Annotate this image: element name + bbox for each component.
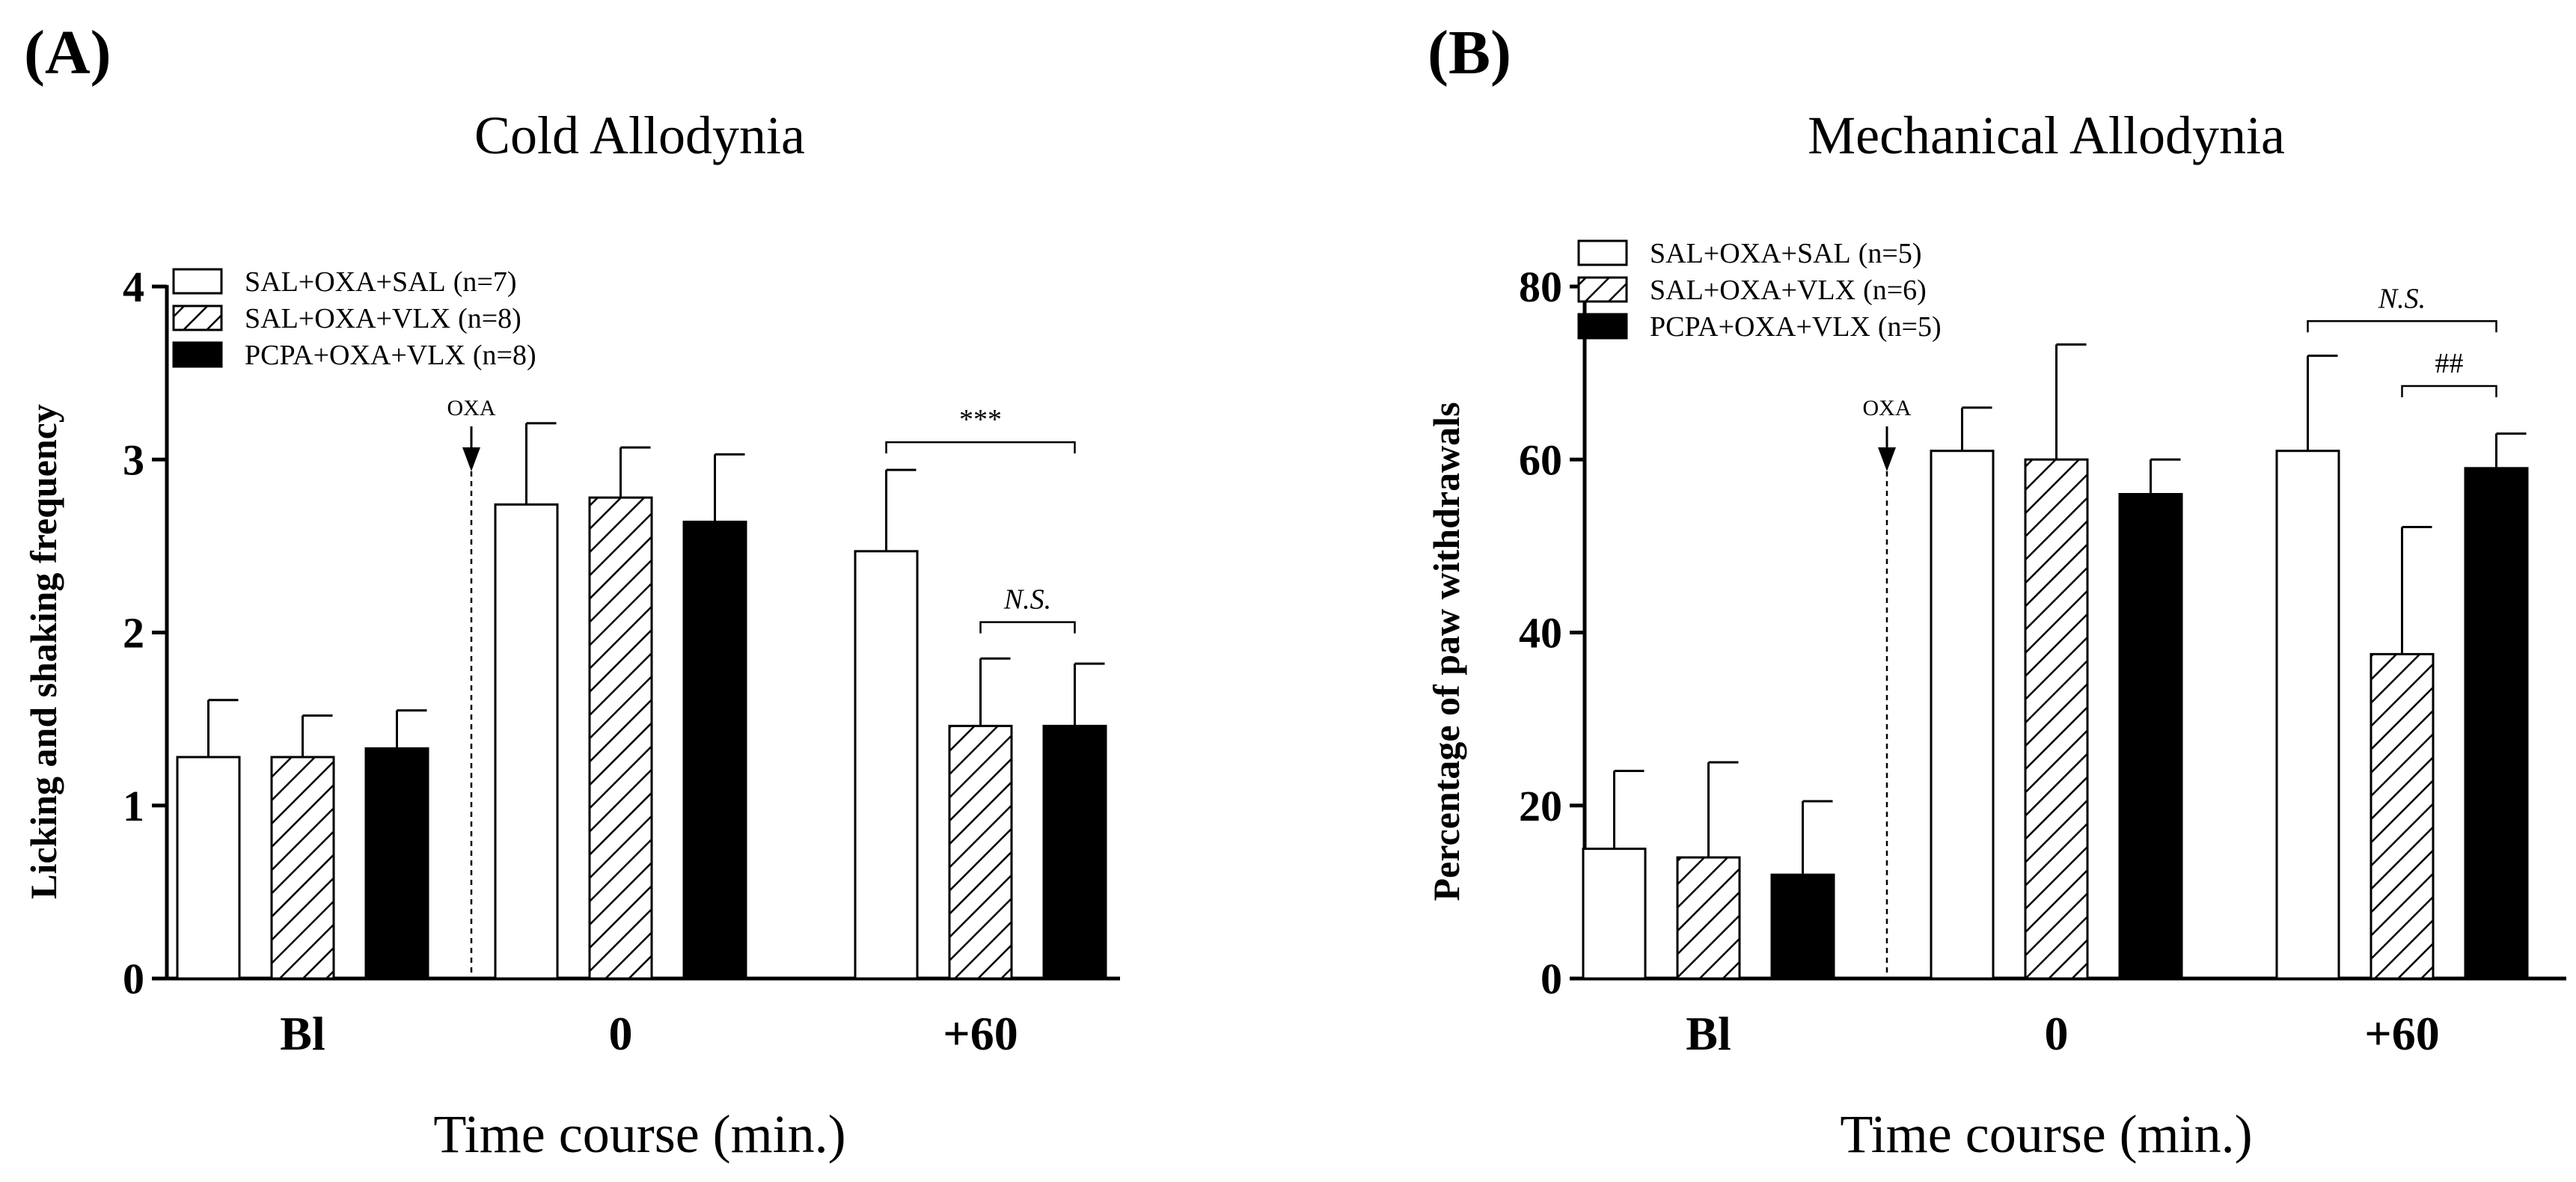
panel-a-title: Cold Allodynia [474, 105, 805, 165]
panel-a-bar [176, 756, 241, 980]
panel-b-significance-bracket [2307, 320, 2497, 333]
panel-a-y-tick-label: 0 [123, 955, 144, 1003]
panel-b-bar [2370, 652, 2435, 980]
panel-b-legend-n-label: (n=5) [1858, 238, 1922, 269]
panel-a-y-tick-label: 1 [123, 782, 144, 830]
panel-a-label: (A) [24, 18, 111, 88]
panel-a-legend-series-name: SAL+OXA+SAL [245, 266, 446, 298]
panel-a-y-tick-label: 3 [123, 435, 144, 484]
panel-a-significance-bracket [979, 621, 1076, 634]
panel-a-legend-entry: SAL+OXA+VLX (n=8) [245, 303, 521, 334]
panel-a-bar [854, 550, 919, 980]
panel-b-bar [2024, 458, 2089, 980]
panel-a-x-axis-label: Time course (min.) [433, 1104, 845, 1164]
panel-b-legend-series-name: SAL+OXA+SAL [1650, 238, 1851, 269]
panel-a-bar [1042, 724, 1107, 980]
panel-b-bar [2275, 450, 2340, 980]
panel-a-legend-swatch [172, 304, 223, 331]
panel-a-bar [270, 756, 335, 980]
panel-b-significance-label: N.S. [2378, 283, 2426, 314]
panel-b-oxa-label: OXA [1863, 396, 1912, 420]
panel-b-y-tick-label: 60 [1519, 435, 1562, 484]
panel-a-legend-n-label: (n=8) [473, 340, 536, 371]
panel-b-y-tick-label: 80 [1519, 263, 1562, 311]
panel-a-legend-n-label: (n=7) [453, 266, 517, 298]
panel-b-y-axis-label: Percentage of paw withdrawals [1425, 402, 1467, 901]
panel-b-x-tick-label: +60 [2364, 1007, 2439, 1060]
panel-b-label: (B) [1428, 18, 1511, 88]
panel-b-x-tick-label: Bl [1686, 1007, 1731, 1060]
panel-a-legend-entry: SAL+OXA+SAL (n=7) [245, 266, 517, 298]
panel-b-bar [1930, 450, 1995, 980]
panel-a-x-tick-label: 0 [609, 1007, 633, 1060]
panel-a-significance-bracket [885, 441, 1076, 454]
panel-a-bar [948, 724, 1013, 980]
panel-b-legend-n-label: (n=6) [1863, 275, 1927, 306]
panel-a-legend-series-name: PCPA+OXA+VLX [245, 340, 465, 371]
panel-b-legend-swatch [1577, 239, 1628, 266]
panel-a-bar [588, 496, 653, 980]
panel-b-y-tick-label: 0 [1541, 955, 1562, 1003]
panel-a-oxa-label: OXA [447, 396, 496, 420]
panel-a-oxa-arrow-head [462, 447, 480, 471]
panel-a-y-tick-label: 2 [123, 609, 144, 658]
panel-a-x-tick-label: +60 [943, 1007, 1018, 1060]
panel-b-legend-swatch [1577, 276, 1628, 303]
panel-b-significance-label: ## [2435, 348, 2464, 379]
panel-b-legend-entry: SAL+OXA+VLX (n=6) [1650, 275, 1927, 306]
panel-b-legend-entry: SAL+OXA+SAL (n=5) [1650, 238, 1922, 269]
panel-b-legend-series-name: SAL+OXA+VLX [1650, 275, 1855, 306]
panel-b-y-tick-label: 20 [1519, 782, 1562, 830]
panel-a-x-tick-label: Bl [280, 1007, 325, 1060]
panel-b-bar [1770, 873, 1835, 980]
panel-b-oxa-arrow-head [1878, 447, 1896, 471]
panel-b-legend-series-name: PCPA+OXA+VLX [1650, 311, 1870, 343]
panel-b-y-tick-label: 40 [1519, 609, 1562, 658]
panel-b-bar [1676, 856, 1741, 980]
panel-a-significance-label: *** [959, 404, 1002, 435]
panel-a-bar [364, 747, 429, 980]
panel-b-bar [2464, 467, 2529, 980]
panel-b-significance-bracket [2401, 385, 2497, 397]
panel-b-bar [2118, 493, 2183, 980]
panel-b-x-tick-label: 0 [2045, 1007, 2069, 1060]
panel-a-legend-swatch [172, 268, 223, 295]
panel-a-legend-swatch [172, 341, 223, 368]
panel-a-legend-series-name: SAL+OXA+VLX [245, 303, 450, 334]
panel-a-significance-label: N.S. [1003, 584, 1051, 616]
panel-a-legend-entry: PCPA+OXA+VLX (n=8) [245, 340, 536, 371]
panel-a-bar [494, 503, 559, 980]
panel-b-x-axis-label: Time course (min.) [1840, 1104, 2252, 1164]
panel-a-legend-n-label: (n=8) [458, 303, 521, 334]
panel-a-y-tick-label: 4 [123, 263, 144, 311]
panel-b-legend-entry: PCPA+OXA+VLX (n=5) [1650, 311, 1942, 343]
panel-b-legend-swatch [1577, 313, 1628, 340]
panel-a-y-axis-label: Licking and shaking frequency [22, 404, 64, 899]
panel-a-bar [682, 521, 747, 980]
panel-b-bar [1582, 848, 1647, 980]
panel-b-legend-n-label: (n=5) [1878, 311, 1942, 343]
panel-b-title: Mechanical Allodynia [1808, 105, 2285, 165]
